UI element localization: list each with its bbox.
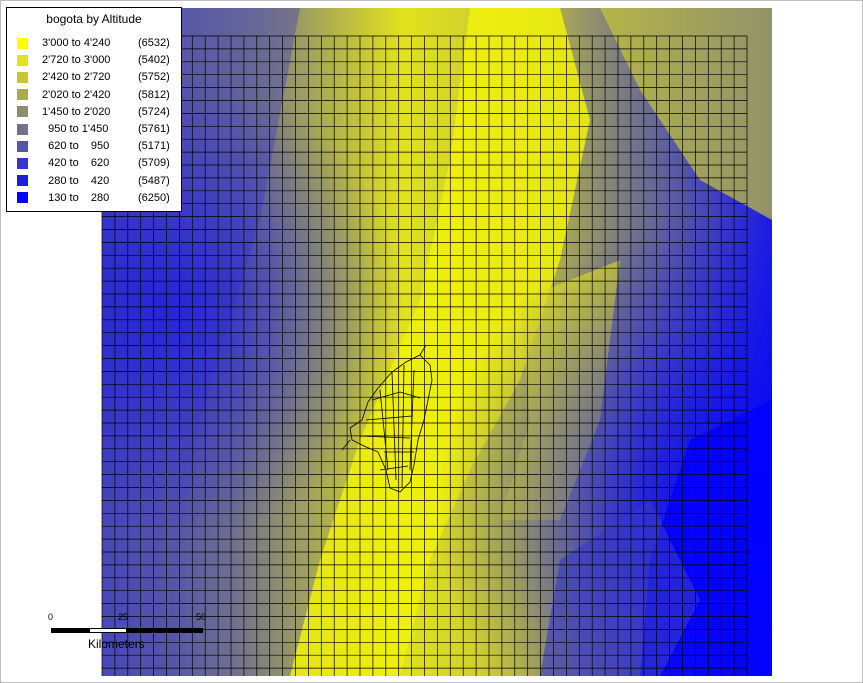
- legend-item: 280 to 420 (5487): [17, 174, 170, 188]
- legend-count-label: (5709): [138, 157, 170, 170]
- legend-item: 2'720 to 3'000 (5402): [17, 53, 170, 67]
- legend-swatch: [17, 175, 28, 187]
- legend-range-label: 620 to 950: [42, 140, 110, 153]
- legend-item: 3'000 to 4'240 (6532): [17, 36, 170, 50]
- legend-item: 420 to 620 (5709): [17, 156, 170, 170]
- legend-count-label: (6250): [138, 191, 170, 204]
- legend-item: 1'450 to 2'020 (5724): [17, 105, 170, 119]
- scale-tick-50: 50: [196, 612, 207, 622]
- scale-seg-2: [89, 628, 127, 633]
- legend-swatch: [17, 54, 28, 66]
- legend: bogota by Altitude 3'000 to 4'240 (6532) 2…: [6, 7, 182, 212]
- legend-count-label: (6532): [138, 37, 170, 49]
- scale-tick-0: 0: [48, 612, 54, 622]
- legend-item: 620 to 950 (5171): [17, 139, 170, 153]
- legend-count-label: (5752): [138, 71, 170, 84]
- legend-swatch: [17, 123, 28, 135]
- scale-seg-3: [127, 628, 203, 633]
- south-east-slope: [540, 500, 700, 676]
- grid-overlay: [101, 35, 748, 676]
- legend-range-label: 130 to 280: [42, 191, 110, 204]
- legend-count-label: (5402): [138, 54, 170, 67]
- legend-swatch: [17, 37, 28, 49]
- legend-range-label: 2'420 to 2'720: [42, 71, 111, 84]
- legend-range-label: 2'020 to 2'420: [42, 88, 111, 101]
- scale-tick-25: 25: [118, 612, 129, 622]
- legend-range-label: 1'450 to 2'020: [42, 105, 111, 118]
- legend-swatch: [17, 140, 28, 152]
- bogota-city-outline: [341, 344, 433, 493]
- legend-title: bogota by Altitude: [46, 12, 142, 26]
- legend-item: 2'020 to 2'420 (5812): [17, 88, 170, 102]
- legend-count-label: (5761): [138, 123, 170, 135]
- legend-swatch: [17, 157, 28, 169]
- scale-unit-label: Kilometers: [88, 637, 145, 651]
- scale-bar: 0 25 50 Kilometers: [48, 612, 218, 652]
- legend-swatch: [17, 192, 28, 204]
- legend-item: 2'420 to 2'720 (5752): [17, 70, 170, 84]
- legend-range-label: 420 to 620: [42, 157, 110, 170]
- scale-seg-1: [51, 628, 89, 633]
- legend-range-label: 3'000 to 4'240: [42, 37, 111, 49]
- legend-item: 950 to 1'450 (5761): [17, 122, 170, 136]
- legend-count-label: (5812): [138, 88, 170, 101]
- legend-swatch: [17, 71, 28, 83]
- legend-range-label: 280 to 420: [42, 174, 110, 187]
- legend-item: 130 to 280 (6250): [17, 191, 170, 205]
- legend-range-label: 950 to 1'450: [42, 123, 109, 135]
- legend-count-label: (5724): [138, 105, 170, 118]
- legend-count-label: (5171): [138, 140, 170, 153]
- legend-swatch: [17, 89, 28, 101]
- legend-range-label: 2'720 to 3'000: [42, 54, 111, 67]
- legend-count-label: (5487): [138, 174, 170, 187]
- legend-swatch: [17, 106, 28, 118]
